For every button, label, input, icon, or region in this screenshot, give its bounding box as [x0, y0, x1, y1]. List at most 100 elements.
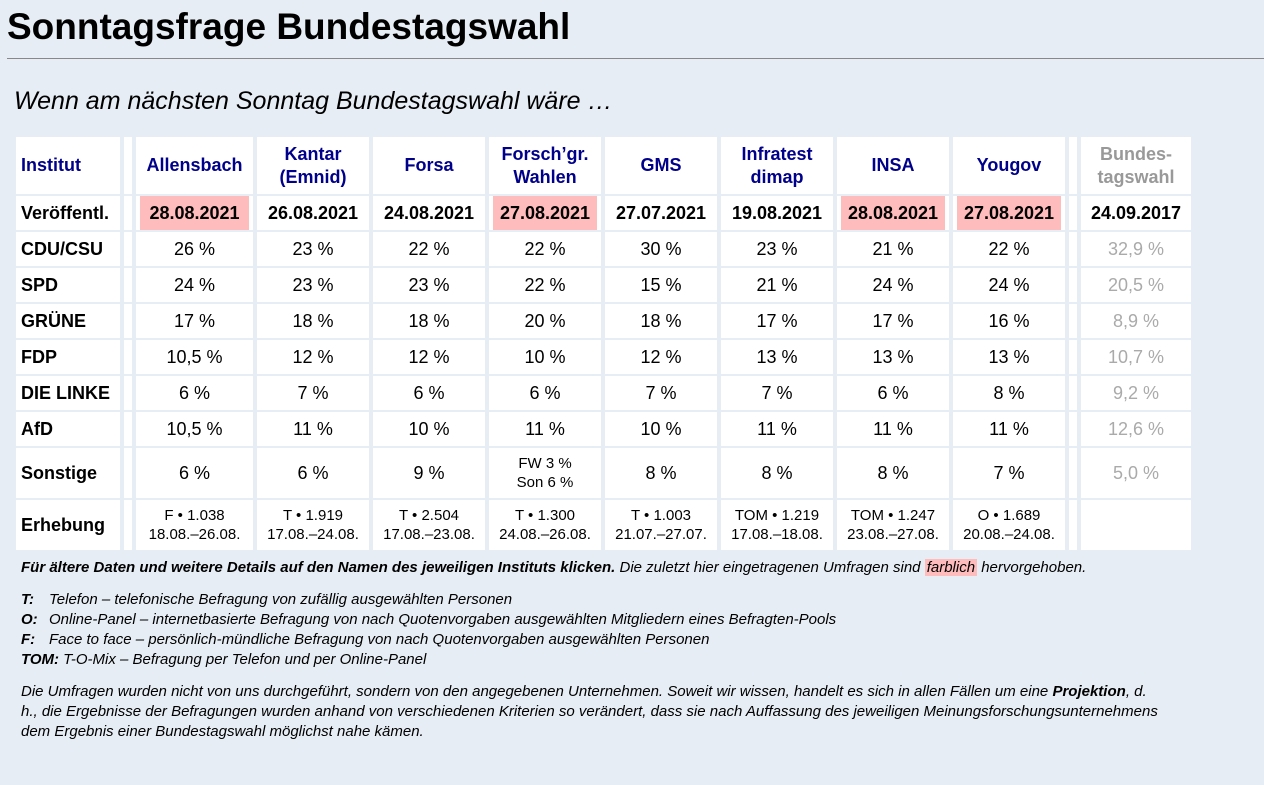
spacer	[124, 412, 132, 446]
survey-period: 23.08.–27.08.	[847, 526, 939, 543]
notes-intro-bold: Für ältere Daten und weitere Details auf…	[21, 559, 616, 576]
institute-link-4[interactable]: GMS	[605, 137, 717, 194]
poll-cell: 10,5 %	[136, 412, 253, 446]
sample-size: O • 1.689	[977, 507, 1041, 524]
published-date-cell: 26.08.2021	[257, 196, 369, 230]
institute-name: Kantar (Emnid)	[279, 143, 347, 187]
published-date: 28.08.2021	[140, 196, 249, 230]
erhebung-label-cell: Erhebung	[16, 500, 120, 550]
institute-link-7[interactable]: Yougov	[953, 137, 1065, 194]
poll-value: 24 %	[988, 274, 1030, 295]
institute-link-1[interactable]: Kantar (Emnid)	[257, 137, 369, 194]
legend-key: O:	[21, 611, 38, 628]
spacer	[1069, 137, 1077, 194]
sonstige-cell: FW 3 % Son 6 %	[489, 448, 601, 498]
poll-value: 10 %	[640, 418, 682, 439]
method-legend: T: Telefon – telefonische Befragung von z…	[21, 590, 1161, 670]
poll-table: Institut Allensbach Kantar (Emnid) Forsa Fors…	[12, 135, 1195, 552]
published-date-cell: 28.08.2021	[837, 196, 949, 230]
sonstige-cell: 7 %	[953, 448, 1065, 498]
legend-text: Online-Panel – internetbasierte Befragun…	[49, 611, 837, 628]
poll-value: 21 %	[872, 238, 914, 259]
election-cell: 8,9 %	[1081, 304, 1191, 338]
election-date: 24.09.2017	[1090, 202, 1182, 223]
poll-cell: 13 %	[837, 340, 949, 374]
sonstige-value: 8 %	[645, 462, 677, 483]
sample-size: F • 1.038	[164, 507, 225, 524]
disclaimer: Die Umfragen wurden nicht von uns durchg…	[21, 682, 1161, 742]
published-date: 27.07.2021	[615, 202, 707, 223]
poll-value: 11 %	[525, 418, 565, 439]
institute-link-2[interactable]: Forsa	[373, 137, 485, 194]
legend-key: F:	[21, 631, 36, 648]
disclaimer-bold: Projektion	[1052, 683, 1126, 700]
poll-cell: 11 %	[953, 412, 1065, 446]
election-value: 8,9 %	[1112, 310, 1160, 331]
spacer	[1069, 268, 1077, 302]
institute-link-0[interactable]: Allensbach	[136, 137, 253, 194]
poll-cell: 13 %	[721, 340, 833, 374]
election-cell: 9,2 %	[1081, 376, 1191, 410]
institute-name: INSA	[871, 155, 915, 175]
poll-value: 13 %	[756, 346, 798, 367]
sample-size: T • 2.504	[398, 507, 459, 524]
institute-name: GMS	[640, 155, 682, 175]
legend-key: T:	[21, 591, 35, 608]
sample-size: T • 1.919	[282, 507, 343, 524]
poll-value: 24 %	[872, 274, 914, 295]
poll-cell: 6 %	[837, 376, 949, 410]
poll-value: 30 %	[640, 238, 682, 259]
institute-link-5[interactable]: Infratest dimap	[721, 137, 833, 194]
sample-size: TOM • 1.219	[734, 507, 820, 524]
sample-size: TOM • 1.247	[850, 507, 936, 524]
survey-period: 21.07.–27.07.	[615, 526, 707, 543]
institute-link-6[interactable]: INSA	[837, 137, 949, 194]
page-title: Sonntagsfrage Bundestagswahl	[7, 6, 571, 47]
party-name: SPD	[21, 274, 59, 295]
poll-value: 12 %	[292, 346, 334, 367]
published-date: 28.08.2021	[841, 196, 945, 230]
poll-value: 13 %	[988, 346, 1030, 367]
erhebung-cell: TOM • 1.247 23.08.–27.08.	[837, 500, 949, 550]
institut-header: Institut	[16, 137, 120, 194]
survey-period: 17.08.–23.08.	[383, 526, 475, 543]
sonstige-value: 9 %	[413, 462, 445, 483]
election-cell: 10,7 %	[1081, 340, 1191, 374]
poll-cell: 22 %	[489, 232, 601, 266]
institute-link-3[interactable]: Forsch’gr. Wahlen	[489, 137, 601, 194]
spacer	[124, 500, 132, 550]
legend-text: T-O-Mix – Befragung per Telefon und per …	[63, 651, 427, 668]
spacer	[1069, 196, 1077, 230]
poll-value: 7 %	[645, 382, 677, 403]
poll-value: 22 %	[988, 238, 1030, 259]
poll-cell: 11 %	[837, 412, 949, 446]
poll-cell: 17 %	[837, 304, 949, 338]
party-label: SPD	[16, 268, 120, 302]
poll-value: 13 %	[872, 346, 914, 367]
election-cell: 20,5 %	[1081, 268, 1191, 302]
poll-value: 12 %	[408, 346, 450, 367]
poll-value: 22 %	[524, 274, 566, 295]
poll-cell: 12 %	[605, 340, 717, 374]
poll-cell: 17 %	[721, 304, 833, 338]
poll-cell: 11 %	[489, 412, 601, 446]
poll-value: 10,5 %	[166, 418, 223, 439]
election-value: 20,5 %	[1107, 274, 1165, 295]
poll-cell: 22 %	[373, 232, 485, 266]
election-cell: 5,0 %	[1081, 448, 1191, 498]
poll-value: 6 %	[529, 382, 561, 403]
sonstige-label: Sonstige	[21, 462, 98, 483]
poll-cell: 23 %	[257, 268, 369, 302]
poll-cell: 24 %	[837, 268, 949, 302]
sonstige-value: Son 6 %	[516, 474, 574, 491]
sonstige-value: 8 %	[877, 462, 909, 483]
election-value: 10,7 %	[1107, 346, 1165, 367]
election-value: 12,6 %	[1107, 418, 1165, 439]
survey-period: 20.08.–24.08.	[963, 526, 1055, 543]
poll-cell: 10 %	[605, 412, 717, 446]
legend-text: Telefon – telefonische Befragung von zuf…	[49, 591, 513, 608]
spacer	[1069, 340, 1077, 374]
poll-value: 15 %	[640, 274, 682, 295]
spacer	[124, 340, 132, 374]
poll-cell: 10 %	[489, 340, 601, 374]
